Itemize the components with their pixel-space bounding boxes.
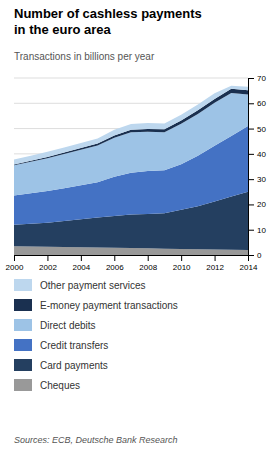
legend-swatch — [14, 359, 32, 371]
y-tick-label: 10 — [257, 226, 266, 235]
x-tick-mark — [215, 255, 216, 261]
x-tick: 2000 — [6, 255, 24, 272]
x-tick-mark — [14, 255, 15, 261]
legend-label: Cheques — [40, 380, 80, 391]
y-tick-mark — [248, 154, 254, 155]
area — [14, 93, 248, 196]
x-tick-label: 2010 — [173, 263, 191, 272]
y-tick-label: 50 — [257, 125, 266, 134]
x-axis: 2000 2002 2004 2006 2008 2010 2012 2014 — [6, 255, 258, 272]
y-tick: 70 — [248, 74, 266, 83]
source: Sources: ECB, Deutsche Bank Research — [14, 435, 178, 445]
title: Number of cashless paymentsin the euro a… — [14, 6, 202, 37]
y-axis-line — [249, 79, 255, 256]
y-tick-label: 0 — [257, 251, 262, 260]
legend-item: Cheques — [14, 379, 80, 391]
x-tick: 2004 — [72, 255, 90, 272]
x-tick-label: 2002 — [39, 263, 57, 272]
x-tick-label: 2008 — [139, 263, 157, 272]
legend-label: Credit transfers — [40, 340, 108, 351]
y-tick-mark — [248, 230, 254, 231]
x-tick-mark — [148, 255, 149, 261]
legend-swatch — [14, 379, 32, 391]
y-tick: 20 — [248, 200, 266, 209]
legend-label: Card payments — [40, 360, 108, 371]
y-tick-label: 20 — [257, 200, 266, 209]
x-tick: 2002 — [39, 255, 57, 272]
y-tick-label: 60 — [257, 99, 266, 108]
y-tick-mark — [248, 78, 254, 79]
legend-swatch — [14, 339, 32, 351]
y-tick: 0 — [248, 251, 262, 260]
y-tick-mark — [248, 204, 254, 205]
x-tick: 2008 — [139, 255, 157, 272]
y-tick-mark — [248, 129, 254, 130]
x-tick: 2012 — [206, 255, 224, 272]
legend-item: Credit transfers — [14, 339, 108, 351]
chart: Number of cashless paymentsin the euro a… — [0, 0, 274, 455]
y-tick: 10 — [248, 226, 266, 235]
x-tick-label: 2004 — [72, 263, 90, 272]
x-tick-label: 2012 — [206, 263, 224, 272]
y-tick-label: 30 — [257, 175, 266, 184]
legend-swatch — [14, 299, 32, 311]
legend-label: Direct debits — [40, 320, 96, 331]
legend-swatch — [14, 279, 32, 291]
legend-item: Direct debits — [14, 319, 96, 331]
legend-label: E-money payment transactions — [40, 300, 178, 311]
legend-item: Card payments — [14, 359, 108, 371]
grid-line — [14, 78, 248, 79]
y-tick: 40 — [248, 150, 266, 159]
plot: 2000 2002 2004 2006 2008 2010 2012 2014 0 10 20 30 4… — [6, 74, 267, 272]
y-tick-mark — [248, 103, 254, 104]
grid — [14, 78, 248, 255]
subtitle: Transactions in billions per year — [14, 51, 155, 62]
y-tick-label: 70 — [257, 74, 266, 83]
legend-item: E-money payment transactions — [14, 299, 178, 311]
x-tick-mark — [181, 255, 182, 261]
legend-label: Other payment services — [40, 280, 146, 291]
y-axis: 0 10 20 30 40 50 60 70 — [248, 74, 266, 260]
x-tick-mark — [114, 255, 115, 261]
y-tick: 50 — [248, 125, 266, 134]
x-tick-mark — [47, 255, 48, 261]
x-tick-label: 2006 — [106, 263, 124, 272]
x-tick-label: 2000 — [6, 263, 24, 272]
y-tick: 30 — [248, 175, 266, 184]
x-tick-mark — [81, 255, 82, 261]
legend-swatch — [14, 319, 32, 331]
x-tick: 2014 — [240, 255, 258, 272]
y-tick: 60 — [248, 99, 266, 108]
x-tick-label: 2014 — [240, 263, 258, 272]
x-tick: 2006 — [106, 255, 124, 272]
legend: Other payment services E-money payment tr… — [14, 279, 178, 391]
x-tick: 2010 — [173, 255, 191, 272]
y-tick-label: 40 — [257, 150, 266, 159]
legend-item: Other payment services — [14, 279, 146, 291]
y-tick-mark — [248, 255, 254, 256]
y-tick-mark — [248, 179, 254, 180]
areas — [14, 86, 248, 255]
area — [14, 86, 248, 165]
x-axis-line — [15, 256, 249, 262]
